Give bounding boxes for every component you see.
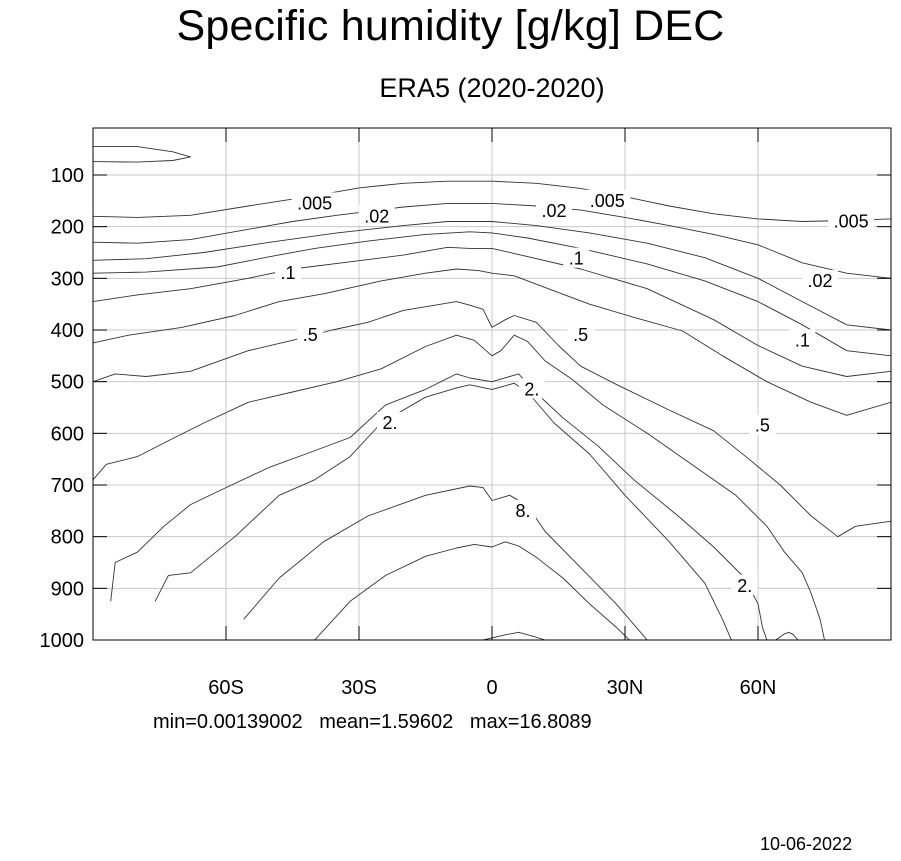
contour-labels: .005 .005 .005 .02 .02 .02 .1 .1 .1 .5 .5 .5 2. 2. 2. 8… [275,189,875,596]
contour-line-0.002 [92,146,191,163]
chart-subtitle: ERA5 (2020-2020) [379,73,605,103]
contour-label: 8. [516,501,531,521]
contour-label: 2. [737,576,752,596]
y-tick-label: 500 [51,372,84,394]
contour-label-bg [731,574,758,595]
contour-line-0.5 [92,268,892,416]
contour-label: 2. [524,379,539,399]
x-tick-label: 60N [740,677,777,699]
contour-line-4 [110,373,768,641]
axis-ticks: 60S 30S 0 30N 60N 100 200 300 400 500 600 700 800 900… [40,128,891,699]
y-tick-label: 100 [51,165,84,187]
contour-line-0.2 [92,246,892,377]
contour-label: .005 [834,212,869,232]
contour-line-0.1 [92,231,892,357]
contour-label: .5 [303,325,318,345]
contour-label-bg [828,210,875,231]
stats-line: min=0.00139002 mean=1.59602 max=16.8089 [153,711,592,733]
contour-label: .02 [808,271,833,291]
contour-label-bg [291,192,338,213]
contour-label-bg [377,412,404,432]
contour-label: .02 [542,201,567,221]
contour-label: .1 [281,263,296,283]
x-tick-label: 30S [341,677,377,699]
x-tick-label: 60S [208,677,244,699]
y-tick-label: 1000 [40,630,85,652]
y-tick-label: 400 [51,320,84,342]
contour-label: .02 [364,206,389,226]
contour-label: .005 [590,191,625,211]
contour-label-bg [536,200,573,221]
contour-line-6 [154,382,732,641]
contour-label-bg [358,205,395,226]
contour-label: .5 [573,325,588,345]
contour-label-bg [749,414,776,435]
contour-label-bg [567,324,594,345]
contour-line-2 [92,334,825,641]
contour-label: .1 [795,330,810,350]
contour-label-bg [563,247,590,268]
contour-line-0.05 [92,221,892,331]
y-tick-label: 700 [51,475,84,497]
contour-line-10 [314,541,630,641]
contour-label: .5 [755,416,770,436]
contour-label: .1 [569,249,584,269]
y-tick-label: 900 [51,578,84,600]
contour-label-bg [518,378,545,399]
contour-lines [92,146,892,641]
contour-label: 2. [383,413,398,433]
contour-label-bg [275,262,302,283]
contour-label-bg [789,329,816,350]
contour-label-bg [510,499,537,520]
contour-line-8 [243,485,648,641]
contour-label: .005 [297,193,332,213]
contour-line-0.005 [92,180,892,222]
y-tick-label: 300 [51,268,84,290]
contour-label-bg [802,269,839,290]
contour-line-16 [482,631,546,641]
contour-line-0.02 [92,202,892,279]
x-tick-label: 0 [486,677,497,699]
x-tick-label: 30N [607,677,644,699]
chart-title: Specific humidity [g/kg] DEC [176,2,725,50]
plot-date: 10-06-2022 [760,834,853,854]
contour-line-1.6 [775,631,799,641]
y-tick-label: 200 [51,217,84,239]
y-tick-label: 800 [51,527,84,549]
contour-line-1 [92,301,892,538]
y-tick-label: 600 [51,423,84,445]
contour-label-bg [584,189,631,210]
contour-label-bg [297,324,324,345]
